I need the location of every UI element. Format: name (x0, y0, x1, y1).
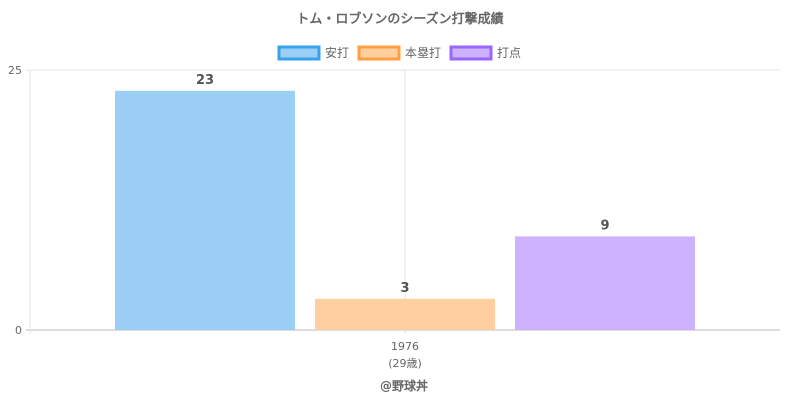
legend-label-2: 打点 (497, 46, 521, 60)
data-labels: 23 3 9 (196, 73, 610, 296)
legend-swatch-2 (449, 45, 493, 61)
data-label-0-1: 3 (400, 281, 409, 296)
bar-0-1 (315, 298, 495, 330)
data-label-0-0: 23 (196, 73, 214, 88)
legend-swatch-0 (277, 45, 321, 61)
x-axis-ticks: 1976 (29歳) (388, 340, 422, 370)
y-tick-label-1: 25 (8, 64, 22, 77)
x-tick-sublabel-0: (29歳) (388, 357, 422, 370)
legend-label-0: 安打 (325, 45, 349, 60)
y-axis-ticks: 0 25 (8, 64, 22, 337)
bars (115, 90, 695, 330)
y-tick-label-0: 0 (15, 324, 22, 337)
credit-text: @野球丼 (380, 378, 428, 393)
bar-0-0 (115, 90, 295, 330)
legend-swatch-1 (357, 45, 401, 61)
legend: 安打 本塁打 打点 (277, 45, 521, 61)
chart-title: トム・ロブソンのシーズン打撃成績 (296, 11, 503, 27)
legend-label-1: 本塁打 (405, 46, 441, 60)
data-label-0-2: 9 (600, 218, 609, 233)
x-tick-label-0: 1976 (391, 340, 419, 353)
bar-0-2 (515, 236, 695, 330)
